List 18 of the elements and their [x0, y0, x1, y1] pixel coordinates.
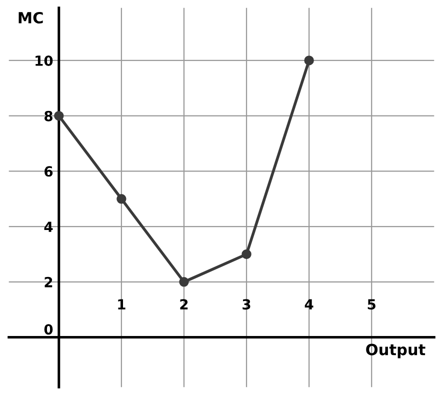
y-tick-label: 6	[44, 166, 53, 177]
y-tick-label: 10	[36, 55, 53, 66]
y-tick-label: 4	[44, 222, 53, 232]
y-axis-title: MC	[18, 12, 43, 24]
point	[179, 277, 189, 287]
y-tick-label: 8	[44, 110, 52, 122]
point	[304, 56, 314, 66]
point	[54, 110, 64, 121]
x-axis-title: Output	[366, 344, 426, 358]
point	[116, 194, 126, 204]
point	[242, 249, 252, 260]
y-tick-label: 0	[44, 324, 53, 335]
y-tick-label: 2	[44, 276, 52, 288]
x-tick-label: 5	[368, 299, 376, 310]
x-tick-label: 4	[304, 299, 314, 310]
x-tick-label: 3	[242, 299, 250, 310]
x-tick-label: 1	[118, 299, 126, 310]
x-tick-label: 2	[180, 299, 188, 310]
